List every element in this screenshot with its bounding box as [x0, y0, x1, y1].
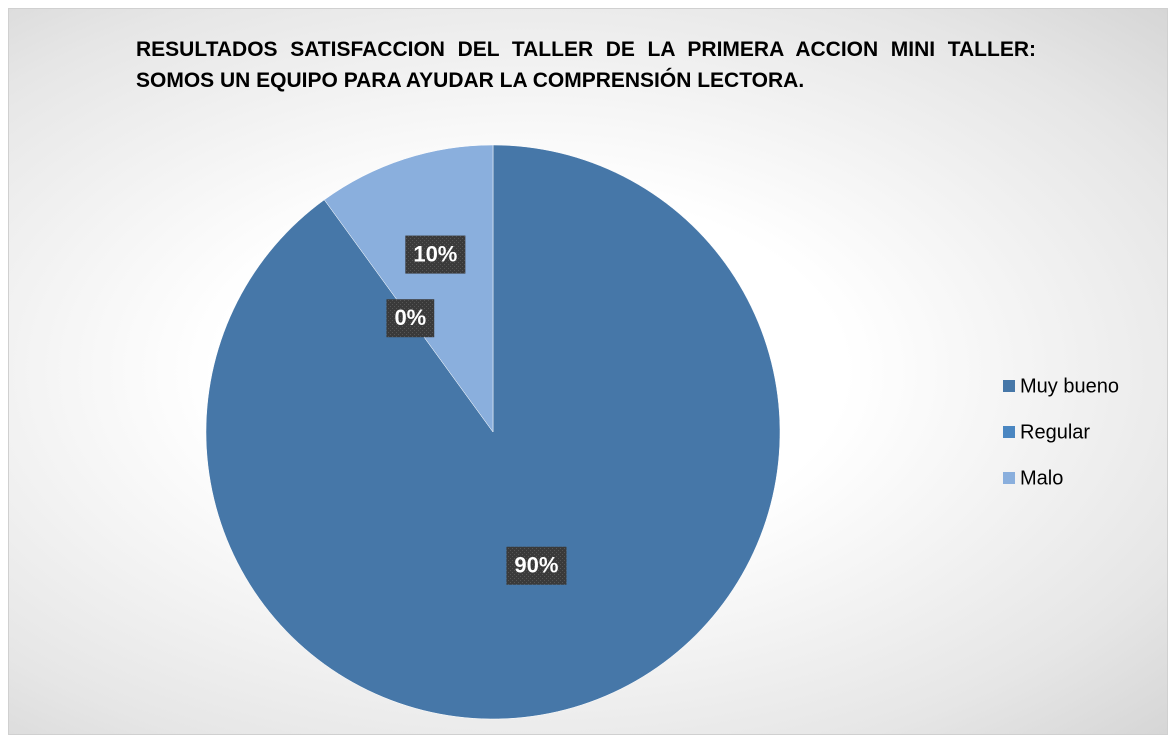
chart-title: RESULTADOS SATISFACCION DEL TALLER DE LA…: [136, 38, 1036, 92]
data-label: 0%: [394, 305, 426, 330]
data-label-box: [386, 299, 435, 338]
data-label: 90%: [514, 553, 558, 578]
pie-slice: [323, 144, 494, 433]
data-label: 10%: [413, 241, 457, 266]
data-label-box: [405, 235, 466, 274]
legend-label: Muy bueno: [1020, 375, 1119, 397]
legend-swatch: [1003, 472, 1015, 484]
data-label-box: [506, 546, 567, 585]
legend-swatch: [1003, 380, 1015, 392]
legend-label: Regular: [1020, 421, 1090, 443]
legend-swatch: [1003, 426, 1015, 438]
legend-label: Malo: [1020, 467, 1063, 489]
